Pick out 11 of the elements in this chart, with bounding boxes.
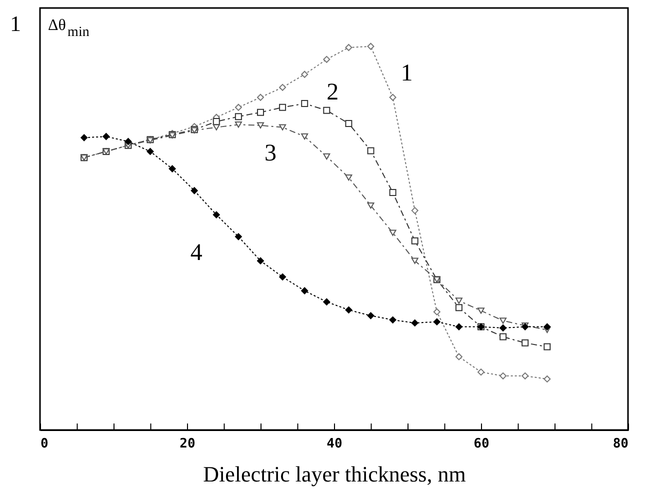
x-tick-label: 60 bbox=[474, 436, 490, 452]
x-tick-label: 0 bbox=[40, 436, 48, 452]
series-label: 1 bbox=[400, 60, 413, 86]
x-tick-label: 80 bbox=[612, 436, 629, 452]
x-tick-label: 40 bbox=[326, 436, 342, 452]
series-label: 3 bbox=[264, 140, 277, 166]
text: 1 bbox=[10, 11, 21, 36]
series-label: 2 bbox=[326, 79, 339, 106]
series-label: 4 bbox=[190, 240, 202, 266]
x-tick-label: 20 bbox=[180, 436, 196, 452]
x-axis-title: Dielectric layer thickness, nm bbox=[203, 462, 466, 486]
